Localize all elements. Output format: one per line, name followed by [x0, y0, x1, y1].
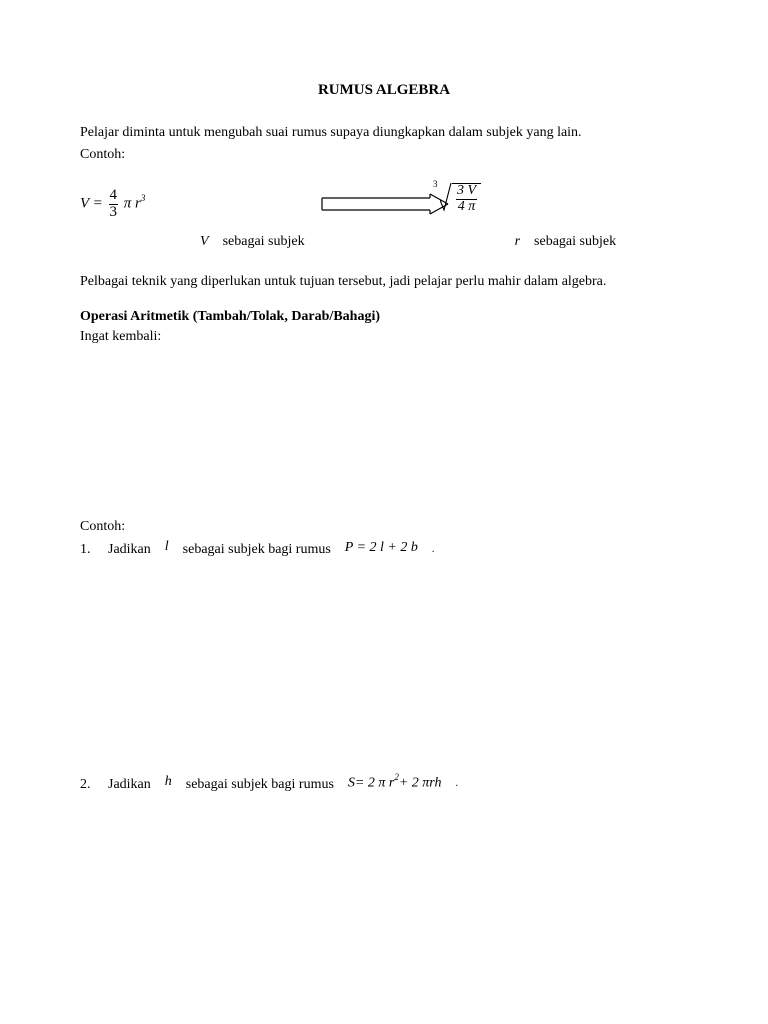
- intro-paragraph-1: Pelajar diminta untuk mengubah suai rumu…: [80, 123, 688, 143]
- numerator: 4: [109, 188, 119, 205]
- subject-row: V sebagai subjek r sebagai subjek: [80, 232, 688, 252]
- formula-v: V = 4 3 π r3: [80, 188, 320, 221]
- operations-heading: Operasi Aritmetik (Tambah/Tolak, Darab/B…: [80, 307, 688, 327]
- ingat-label: Ingat kembali:: [80, 327, 688, 347]
- formula-row: V = 4 3 π r3 3: [80, 182, 688, 226]
- arrow-zone: 3 3 V 4 π: [320, 182, 480, 226]
- ex2-jadikan: Jadikan: [108, 775, 151, 795]
- formula-r: 3 3 V 4 π: [440, 180, 481, 214]
- subject-v-text: sebagai subjek: [223, 234, 305, 249]
- numerator-3v: 3 V: [456, 184, 477, 200]
- var-r-label: r: [515, 234, 520, 249]
- fraction-4-3: 4 3: [109, 188, 119, 221]
- ex2-dot: .: [455, 777, 458, 791]
- subject-v: V sebagai subjek: [200, 232, 305, 252]
- pi-symbol: π: [124, 196, 132, 212]
- radical-icon: [440, 180, 452, 214]
- ex2-tail: + 2 πrh: [399, 775, 442, 790]
- subject-r: r sebagai subjek: [515, 232, 616, 252]
- ex2-rest: = 2 π r: [355, 775, 394, 790]
- contoh-label: Contoh:: [80, 517, 688, 537]
- intro-paragraph-2: Contoh:: [80, 145, 688, 165]
- var-r: r: [135, 196, 141, 212]
- denominator: 3: [109, 205, 119, 221]
- ex1-formula: P = 2 l + 2 b: [345, 538, 418, 558]
- cube-root-index: 3: [433, 178, 438, 191]
- ex1-label: sebagai subjek bagi rumus: [183, 540, 331, 560]
- ex2-s: S: [348, 775, 355, 790]
- blank-space-1: [80, 347, 688, 517]
- example-1: 1. Jadikan l sebagai subjek bagi rumus P…: [80, 540, 688, 560]
- denominator-4pi: 4 π: [456, 200, 477, 215]
- fraction-3v-4pi: 3 V 4 π: [456, 184, 477, 214]
- subject-r-text: sebagai subjek: [534, 234, 616, 249]
- ex2-number: 2.: [80, 775, 94, 795]
- var-v: V: [80, 196, 89, 212]
- ex1-dot: .: [432, 543, 435, 557]
- ex1-number: 1.: [80, 540, 94, 560]
- example-2: 2. Jadikan h sebagai subjek bagi rumus S…: [80, 774, 688, 795]
- document-page: RUMUS ALGEBRA Pelajar diminta untuk meng…: [0, 0, 768, 835]
- ex1-jadikan: Jadikan: [108, 540, 151, 560]
- var-v-label: V: [200, 234, 209, 249]
- blank-space-2: [80, 560, 688, 770]
- arrow-icon: [320, 192, 450, 216]
- exponent-3: 3: [141, 193, 146, 203]
- paragraph-2: Pelbagai teknik yang diperlukan untuk tu…: [80, 272, 688, 292]
- ex2-var: h: [165, 772, 172, 792]
- ex2-exp: 2: [394, 772, 399, 782]
- ex2-formula: S= 2 π r2+ 2 πrh: [348, 772, 442, 793]
- eq-sign: =: [93, 196, 103, 212]
- page-title: RUMUS ALGEBRA: [80, 80, 688, 101]
- ex1-var: l: [165, 537, 169, 557]
- ex2-label: sebagai subjek bagi rumus: [186, 775, 334, 795]
